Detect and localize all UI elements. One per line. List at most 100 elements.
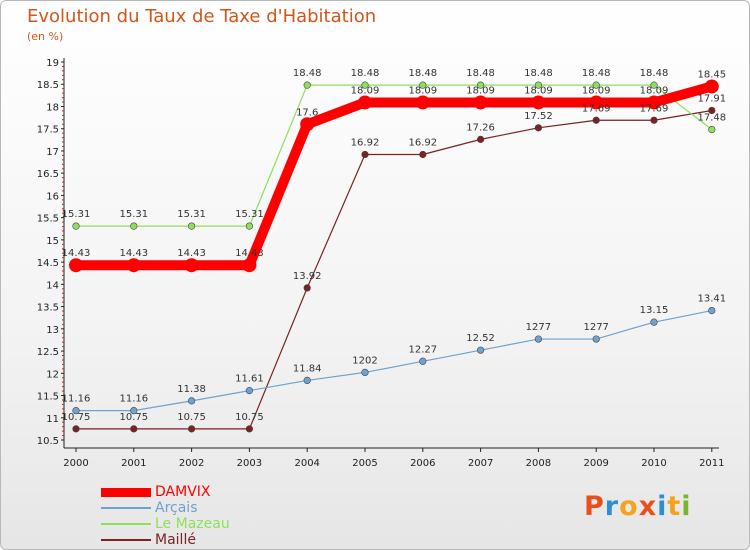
x-tick-label: 2006	[410, 458, 435, 469]
point-le-mazeau	[361, 81, 369, 89]
logo-letter: x	[638, 491, 658, 522]
chart-axes: 10.5 11 11.5 12 12.5 13 13.5 14 14.5 15 15.5 16 16.5…	[37, 58, 725, 469]
y-tick-label: 15	[46, 236, 59, 247]
data-label-arcais: 1277	[526, 322, 551, 333]
data-label-le-mazeau: 18.48	[640, 68, 669, 79]
legend-swatch-le-mazeau	[101, 523, 151, 525]
point-arcais	[130, 407, 138, 415]
y-tick-label: 15.5	[37, 214, 59, 225]
point-le-mazeau	[708, 125, 716, 134]
point-arcais	[188, 397, 196, 405]
x-tick-label: 2010	[641, 458, 666, 469]
point-damvix	[415, 95, 430, 110]
data-label-damvix: 18.09	[466, 85, 495, 96]
point-arcais	[477, 346, 485, 354]
data-label-maille: 10.75	[119, 412, 148, 423]
y-tick-label: 12.5	[37, 347, 59, 358]
point-maille	[245, 425, 253, 433]
data-label-maille: 17.69	[582, 103, 611, 114]
data-label-damvix: 18.09	[408, 85, 437, 96]
data-label-arcais: 1202	[352, 355, 377, 366]
y-tick-label: 10.5	[37, 436, 59, 447]
data-label-damvix: 14.43	[177, 248, 206, 259]
point-damvix	[300, 117, 315, 132]
data-label-damvix: 18.09	[351, 85, 380, 96]
point-maille	[477, 135, 485, 143]
data-labels: 14.43 14.43 14.43 14.43 17.6 18.09 18.09 18.09 1…	[62, 68, 726, 423]
data-label-arcais: 12.27	[408, 344, 437, 355]
legend-item-le-mazeau: Le Mazeau	[101, 516, 230, 532]
data-label-damvix: 18.45	[697, 69, 726, 80]
y-tick-label: 18.5	[37, 80, 59, 91]
legend-item-arcais: Arçais	[101, 500, 230, 516]
proxiti-logo: Proxiti	[584, 491, 692, 522]
point-maille	[130, 425, 138, 433]
point-arcais	[650, 318, 658, 326]
y-tick-label: 17.5	[37, 125, 59, 136]
data-label-le-mazeau: 18.48	[408, 68, 437, 79]
y-tick-label: 16.5	[37, 169, 59, 180]
point-maille	[708, 106, 716, 115]
data-label-le-mazeau: 18.48	[524, 68, 553, 79]
data-label-maille: 16.92	[351, 137, 380, 148]
x-tick-label: 2001	[121, 458, 146, 469]
point-le-mazeau	[592, 81, 600, 89]
data-label-le-mazeau: 18.48	[293, 68, 322, 79]
data-label-arcais: 11.38	[177, 384, 206, 395]
point-maille	[303, 284, 311, 292]
x-tick-label: 2011	[699, 458, 724, 469]
data-label-damvix: 14.43	[62, 248, 91, 259]
x-tick-label: 2007	[468, 458, 493, 469]
point-damvix	[184, 258, 199, 273]
series-line-arcais	[75, 309, 713, 412]
data-label-damvix: 14.43	[235, 248, 264, 259]
data-label-arcais: 13.15	[640, 305, 669, 316]
legend-label-damvix: DAMVIX	[155, 484, 211, 500]
point-le-mazeau	[419, 81, 427, 89]
point-damvix	[531, 95, 546, 110]
data-label-maille: 17.69	[640, 103, 669, 114]
data-label-maille: 17.52	[524, 111, 553, 122]
data-label-le-mazeau: 17.48	[697, 113, 726, 124]
data-label-arcais: 11.16	[62, 394, 91, 405]
data-label-maille: 17.26	[466, 122, 495, 133]
data-label-arcais: 13.41	[697, 294, 726, 305]
legend-swatch-damvix	[101, 487, 151, 497]
point-le-mazeau	[303, 81, 311, 89]
logo-letter: o	[619, 491, 639, 522]
data-label-damvix: 18.09	[640, 85, 669, 96]
point-maille	[188, 425, 196, 433]
legend: DAMVIX Arçais Le Mazeau Maillé	[101, 484, 230, 548]
data-label-le-mazeau: 15.31	[177, 209, 206, 220]
legend-swatch-arcais	[101, 507, 151, 509]
series-line-maille	[75, 109, 713, 430]
point-le-mazeau	[534, 81, 543, 89]
y-tick-label: 19	[46, 58, 59, 69]
x-tick-label: 2000	[63, 458, 88, 469]
point-damvix	[647, 95, 661, 110]
point-damvix	[242, 258, 257, 273]
legend-item-damvix: DAMVIX	[101, 484, 230, 500]
data-label-damvix: 17.6	[296, 107, 318, 118]
point-le-mazeau	[245, 222, 253, 230]
data-label-le-mazeau: 18.48	[351, 68, 380, 79]
y-tick-label: 11.5	[37, 392, 59, 403]
point-arcais	[303, 376, 311, 385]
point-arcais	[72, 407, 80, 415]
y-tick-label: 17	[46, 147, 59, 158]
data-label-maille: 17.91	[697, 93, 726, 104]
series-layer	[69, 79, 719, 433]
y-tick-label: 18	[46, 102, 59, 113]
data-label-damvix: 18.09	[524, 85, 553, 96]
legend-label-arcais: Arçais	[155, 500, 198, 516]
x-tick-label: 2004	[294, 458, 319, 469]
y-tick-label: 12	[46, 369, 59, 380]
point-arcais	[245, 387, 253, 395]
data-label-le-mazeau: 18.48	[466, 68, 495, 79]
legend-swatch-maille	[101, 539, 151, 541]
data-label-le-mazeau: 15.31	[235, 209, 264, 220]
logo-letter: r	[604, 491, 620, 522]
point-maille	[419, 150, 427, 159]
data-label-maille: 16.92	[408, 137, 437, 148]
